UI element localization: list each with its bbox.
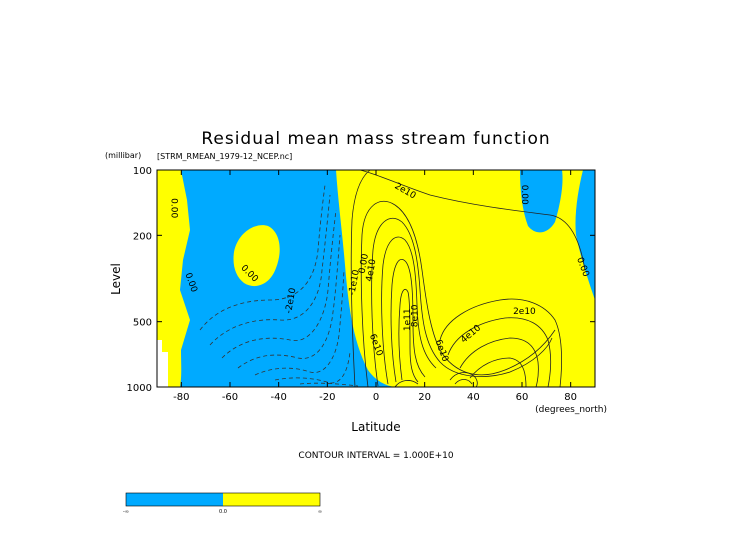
contour-label: 0.00 <box>358 253 371 275</box>
x-tick-label: -60 <box>222 392 238 403</box>
colorbar-label-zero: 0.0 <box>219 509 227 515</box>
colorbar-positive-segment <box>223 493 320 506</box>
contour-label: 1e11 <box>403 308 413 331</box>
x-tick-label: 80 <box>564 392 577 403</box>
plot-area <box>157 170 595 387</box>
negative-region-north-pole <box>575 170 595 300</box>
y-tick-label: 500 <box>133 318 152 329</box>
y-axis-label: Level <box>109 263 123 295</box>
negative-contours <box>199 184 359 387</box>
contour-label: 2e10 <box>513 307 536 317</box>
missing-data-patch <box>162 352 168 387</box>
positive-region-southern-bubble <box>233 225 280 287</box>
x-tick-label: 0 <box>373 392 379 403</box>
negative-region-main <box>180 170 395 387</box>
y-tick-label: 1000 <box>127 383 152 394</box>
x-tick-label: 60 <box>516 392 529 403</box>
contour-label: 0.00 <box>519 185 529 205</box>
y-tick-label: 200 <box>133 231 152 242</box>
y-tick-label: 100 <box>133 166 152 177</box>
missing-data-patch <box>157 340 162 387</box>
contour-label: -1e10 <box>347 269 361 297</box>
negative-region-northern-cell <box>520 170 563 233</box>
positive-contours <box>350 170 586 387</box>
dataset-subtitle: [STRM_RMEAN_1979-12_NCEP.nc] <box>157 152 292 161</box>
x-units-label: (degrees_north) <box>535 405 607 415</box>
contour-label: 4e10 <box>365 258 379 282</box>
y-units-label: (millibar) <box>105 151 141 160</box>
contour-label: 0.00 <box>169 198 179 218</box>
x-tick-label: -40 <box>270 392 286 403</box>
colorbar-label-pos-infinity: ∞ <box>318 509 322 515</box>
x-tick-label: -80 <box>173 392 189 403</box>
colorbar: -∞ 0.0 ∞ <box>123 492 322 515</box>
colorbar-frame <box>125 492 321 507</box>
x-axis: -80 -60 -40 -20 0 20 40 60 80 <box>173 170 577 403</box>
contour-interval-label: CONTOUR INTERVAL = 1.000E+10 <box>298 451 453 461</box>
colorbar-negative-segment <box>126 493 223 506</box>
x-tick-label: 20 <box>418 392 431 403</box>
x-axis-label: Latitude <box>351 420 400 434</box>
x-tick-label: -20 <box>319 392 335 403</box>
x-tick-label: 40 <box>467 392 480 403</box>
contour-label: -2e10 <box>284 287 298 315</box>
y-axis: 100 200 500 1000 <box>127 166 595 394</box>
contour-label: 8e10 <box>410 304 420 327</box>
colorbar-label-neg-infinity: -∞ <box>123 509 129 515</box>
chart-title: Residual mean mass stream function <box>201 129 550 149</box>
